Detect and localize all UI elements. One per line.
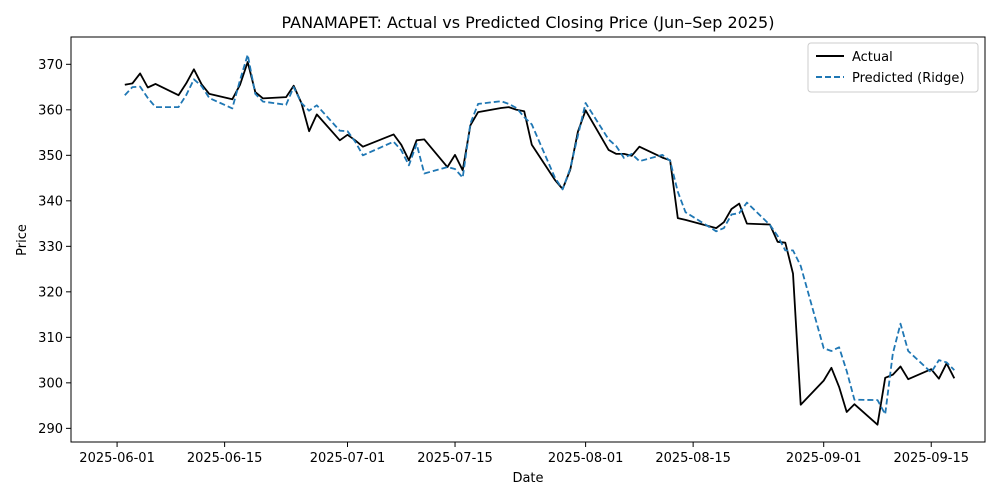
x-axis-label: Date xyxy=(512,471,543,486)
series-line-actual xyxy=(124,61,956,426)
y-tick-label: 350 xyxy=(38,149,63,164)
plot-frame xyxy=(70,36,986,443)
x-tick-label: 2025-09-01 xyxy=(786,451,862,466)
x-tick-label: 2025-08-15 xyxy=(655,451,731,466)
x-tick-label: 2025-09-15 xyxy=(893,451,969,466)
chart-title: PANAMAPET: Actual vs Predicted Closing P… xyxy=(282,13,775,32)
legend-label-actual: Actual xyxy=(852,50,893,65)
y-tick-label: 370 xyxy=(38,58,63,73)
legend-label-predicted: Predicted (Ridge) xyxy=(852,71,964,86)
y-tick-label: 340 xyxy=(38,194,63,209)
legend: Actual Predicted (Ridge) xyxy=(807,42,979,93)
y-tick-label: 300 xyxy=(38,376,63,391)
x-tick-label: 2025-06-01 xyxy=(79,451,155,466)
x-tick-label: 2025-07-01 xyxy=(310,451,386,466)
y-axis-label: Price xyxy=(15,224,30,256)
x-tick-label: 2025-07-15 xyxy=(417,451,493,466)
legend-box xyxy=(807,42,979,93)
y-tick-label: 320 xyxy=(38,285,63,300)
x-tick-label: 2025-08-01 xyxy=(548,451,624,466)
series-line-predicted xyxy=(124,53,955,416)
y-axis: 290 300 310 320 330 340 350 360 370 xyxy=(38,58,71,437)
y-tick-label: 290 xyxy=(38,422,63,437)
x-axis: 2025-06-01 2025-06-15 2025-07-01 2025-07-15… xyxy=(79,442,969,466)
plot-area xyxy=(124,53,956,426)
x-tick-label: 2025-06-15 xyxy=(187,451,263,466)
y-tick-label: 310 xyxy=(38,331,63,346)
y-tick-label: 360 xyxy=(38,103,63,118)
y-tick-label: 330 xyxy=(38,240,63,255)
